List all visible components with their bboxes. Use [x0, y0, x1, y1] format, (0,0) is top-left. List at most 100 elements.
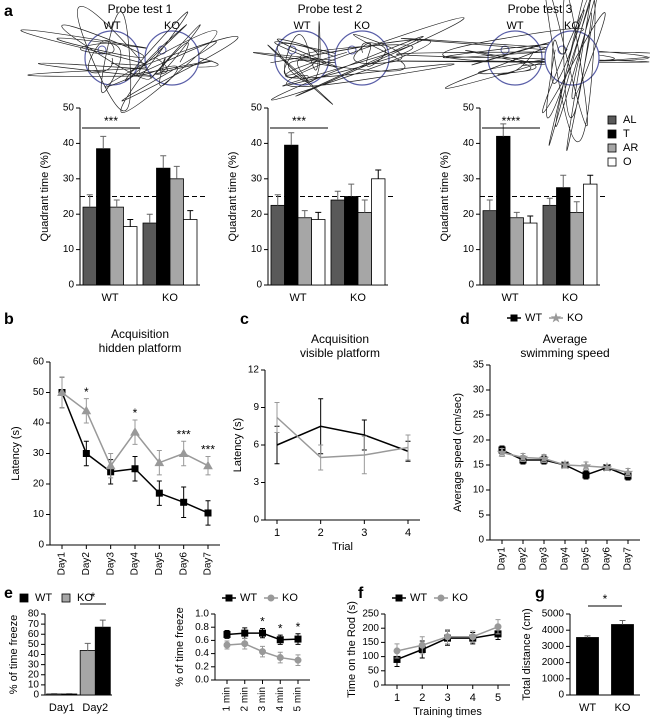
bar [556, 187, 571, 286]
y-tick-label: 0 [373, 680, 379, 691]
error-bar [348, 183, 355, 197]
track-label: KO [164, 20, 180, 32]
y-axis-label: Latency (s) [232, 418, 244, 472]
legend-label: T [623, 128, 630, 140]
chart-title: visible platform [300, 346, 380, 360]
y-tick-label: 30 [63, 173, 75, 184]
x-tick-label: Day4 [560, 547, 571, 571]
x-tick-label: Day6 [602, 547, 613, 571]
series-line [276, 416, 409, 459]
panel-label: c [240, 311, 249, 328]
track-label: WT [293, 20, 310, 32]
platform [500, 45, 510, 55]
error-bar [527, 215, 534, 224]
significance: * [296, 620, 301, 634]
bar [496, 135, 511, 286]
y-tick-label: 40 [33, 418, 45, 429]
error-bar [486, 199, 493, 211]
legend-swatch [607, 115, 617, 125]
y-tick-label: 10 [473, 485, 485, 496]
bar [169, 178, 184, 286]
y-tick-label: 0 [256, 280, 262, 291]
x-tick-label: 4 min [275, 687, 286, 711]
chart-title: Probe test 1 [108, 2, 173, 16]
error-bar [584, 635, 591, 638]
x-axis-label: Training times [413, 706, 482, 718]
y-tick-label: 30 [473, 385, 485, 396]
y-tick-label: 0 [478, 535, 484, 546]
legend-label: KO [567, 312, 583, 324]
y-tick-label: 20 [33, 479, 45, 490]
x-tick-label: Day1 [497, 547, 508, 571]
marker [469, 633, 477, 641]
bar [311, 219, 326, 286]
x-tick-label: Day2 [518, 547, 529, 571]
x-tick-label: 1 [274, 527, 280, 539]
error-bar [100, 135, 107, 149]
legend-marker [225, 594, 233, 602]
y-tick-label: 30 [28, 659, 40, 670]
marker [494, 623, 502, 631]
bar [344, 196, 359, 286]
bar [94, 626, 111, 696]
marker [538, 452, 550, 463]
y-tick-label: 20 [251, 209, 263, 220]
legend-marker [550, 312, 562, 323]
y-tick-label: 35 [473, 360, 485, 371]
x-tick-label: KO [615, 702, 631, 714]
bar [284, 144, 299, 286]
swim-track [105, 11, 239, 113]
x-tick-label: 5 min [293, 687, 304, 711]
legend-swatch [607, 157, 617, 167]
legend-swatch [607, 143, 617, 153]
x-tick-label: 3 [444, 692, 450, 704]
chart-title: Probe test 2 [298, 2, 363, 16]
legend-swatch [19, 593, 29, 603]
y-tick-label: 30 [251, 173, 263, 184]
x-tick-label: 2 [318, 527, 324, 539]
bar [297, 217, 312, 286]
bar [123, 226, 138, 286]
legend-label: O [623, 156, 632, 168]
x-tick-label: Day5 [581, 547, 592, 571]
y-tick-label: 40 [28, 649, 40, 660]
bar [270, 204, 285, 286]
x-tick-label: Day6 [178, 552, 189, 576]
x-tick-label: Day2 [82, 702, 108, 714]
y-tick-label: 1.0 [195, 609, 209, 620]
y-tick-label: 0 [253, 515, 259, 526]
legend-label: AR [623, 142, 638, 154]
bar [576, 637, 599, 696]
marker [559, 459, 571, 470]
y-tick-label: 10 [63, 244, 75, 255]
marker [223, 630, 231, 638]
marker [105, 460, 116, 470]
chart-title: swimming speed [520, 346, 609, 360]
significance: **** [502, 114, 521, 128]
error-bar [146, 213, 153, 224]
legend-marker [267, 594, 275, 602]
y-tick-label: 0.0 [195, 675, 209, 686]
marker [294, 635, 302, 643]
marker [276, 654, 284, 662]
significance: * [260, 615, 265, 629]
y-axis-label: Latency (s) [10, 426, 22, 480]
marker [81, 405, 92, 415]
y-tick-label: 3000 [542, 641, 565, 652]
error-bar [500, 123, 507, 137]
panel-label: f [358, 585, 364, 602]
x-tick-label: 4 [405, 527, 411, 539]
y-tick-label: 10 [251, 244, 263, 255]
error-bar [66, 692, 73, 694]
x-tick-label: 5 [495, 692, 501, 704]
y-tick-label: 70 [28, 619, 40, 630]
significance: *** [177, 427, 191, 441]
y-tick-label: 0.6 [195, 635, 209, 646]
y-tick-label: 40 [251, 138, 263, 149]
y-tick-label: 9 [253, 402, 259, 413]
y-tick-label: 30 [463, 173, 475, 184]
x-tick-label: KO [562, 292, 578, 304]
marker [204, 509, 212, 517]
y-tick-label: 5 [478, 510, 484, 521]
